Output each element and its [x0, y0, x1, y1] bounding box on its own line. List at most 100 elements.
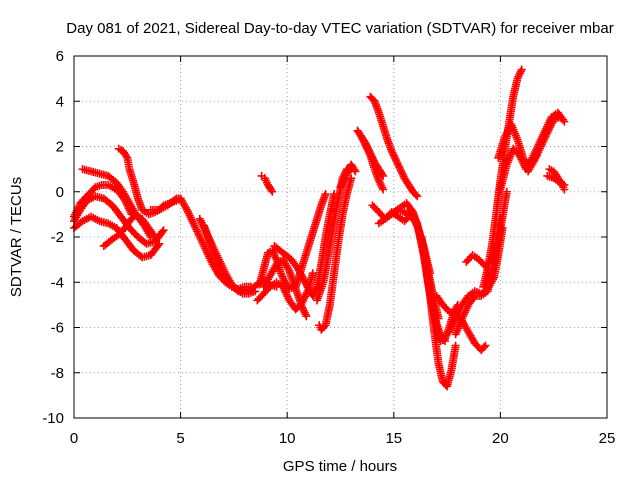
- x-tick-label: 0: [70, 430, 78, 447]
- series-arc-9: [200, 221, 260, 298]
- y-tick-label: -2: [51, 229, 64, 246]
- data-marker: [361, 140, 370, 149]
- data-marker: [350, 165, 359, 174]
- data-marker: [364, 147, 373, 156]
- x-axis-label: GPS time / hours: [283, 458, 397, 475]
- data-marker: [299, 306, 308, 315]
- data-marker: [411, 190, 420, 199]
- x-tick-labels: 0 5 10 15 20 25: [70, 430, 616, 447]
- data-marker: [377, 181, 386, 190]
- data-point: [298, 303, 307, 312]
- data-marker: [393, 159, 402, 168]
- data-marker: [279, 274, 288, 283]
- data-point: [396, 165, 405, 174]
- x-tick-label: 10: [279, 430, 296, 447]
- data-marker: [302, 281, 311, 290]
- data-marker: [378, 183, 387, 192]
- data-marker: [301, 279, 310, 288]
- x-tick-label: 25: [599, 430, 616, 447]
- data-marker: [376, 180, 385, 189]
- series-arc-5: [99, 210, 160, 251]
- data-marker: [170, 195, 179, 204]
- data-marker: [394, 161, 403, 170]
- series-arc-20: [366, 92, 422, 201]
- data-marker: [359, 137, 368, 146]
- data-points: [70, 65, 569, 391]
- data-marker: [277, 271, 286, 280]
- series-arc-37: [543, 171, 569, 189]
- data-point: [342, 169, 351, 178]
- data-marker: [390, 152, 399, 161]
- data-marker: [343, 167, 352, 176]
- data-point: [159, 226, 168, 235]
- data-marker: [391, 154, 400, 163]
- data-marker: [360, 138, 369, 147]
- data-point: [357, 133, 366, 142]
- y-tick-label: -8: [51, 365, 64, 382]
- data-marker: [397, 168, 406, 177]
- data-marker: [278, 272, 287, 281]
- data-point: [513, 74, 522, 83]
- y-tick-label: -10: [42, 410, 64, 427]
- x-tick-label: 20: [492, 430, 509, 447]
- data-marker: [397, 166, 406, 175]
- y-tick-labels: -10 -8 -6 -4 -2 0 2 4 6: [42, 48, 64, 427]
- data-point: [300, 275, 309, 284]
- data-marker: [269, 250, 278, 259]
- data-marker: [395, 163, 404, 172]
- y-tick-label: 0: [56, 184, 64, 201]
- data-marker: [358, 135, 367, 144]
- data-point: [451, 341, 460, 350]
- series-arc-16: [315, 174, 356, 334]
- chart-title: Day 081 of 2021, Sidereal Day-to-day VTE…: [66, 20, 613, 37]
- series-arc-12: [259, 255, 311, 321]
- data-marker: [320, 322, 329, 331]
- data-point: [560, 117, 569, 126]
- data-point: [251, 287, 260, 296]
- x-tick-label: 5: [176, 430, 184, 447]
- data-marker: [301, 277, 310, 286]
- data-marker: [154, 241, 163, 250]
- data-marker: [516, 67, 525, 76]
- data-marker: [516, 69, 525, 78]
- series-arc-15: [291, 190, 330, 291]
- data-marker: [301, 310, 310, 319]
- data-point: [351, 167, 360, 176]
- data-marker: [375, 178, 384, 187]
- series-arc-35: [524, 113, 565, 176]
- x-tick-label: 15: [385, 430, 402, 447]
- data-point: [481, 341, 490, 350]
- data-point: [268, 187, 277, 196]
- data-point: [502, 187, 511, 196]
- data-marker: [122, 152, 131, 161]
- series-arc-21: [353, 126, 388, 194]
- data-marker: [398, 170, 407, 179]
- data-point: [391, 156, 400, 165]
- data-point: [276, 269, 285, 278]
- y-tick-label: 6: [56, 48, 64, 65]
- data-point: [413, 192, 422, 201]
- series-arc-13: [257, 171, 277, 196]
- data-point: [321, 190, 330, 199]
- data-point: [517, 65, 526, 74]
- data-marker: [515, 71, 524, 80]
- data-point: [374, 176, 383, 185]
- data-marker: [363, 146, 372, 155]
- data-marker: [271, 253, 280, 262]
- data-marker: [149, 231, 158, 240]
- data-point: [151, 233, 160, 241]
- data-point: [308, 269, 317, 278]
- data-marker: [267, 186, 276, 195]
- series-arc-31: [451, 214, 505, 339]
- data-marker: [158, 227, 167, 236]
- series-arc-33: [494, 119, 541, 169]
- data-marker: [480, 343, 489, 352]
- data-point: [302, 312, 311, 321]
- data-marker: [362, 144, 371, 153]
- data-point: [387, 147, 396, 156]
- data-marker: [514, 72, 523, 81]
- data-marker: [269, 248, 278, 257]
